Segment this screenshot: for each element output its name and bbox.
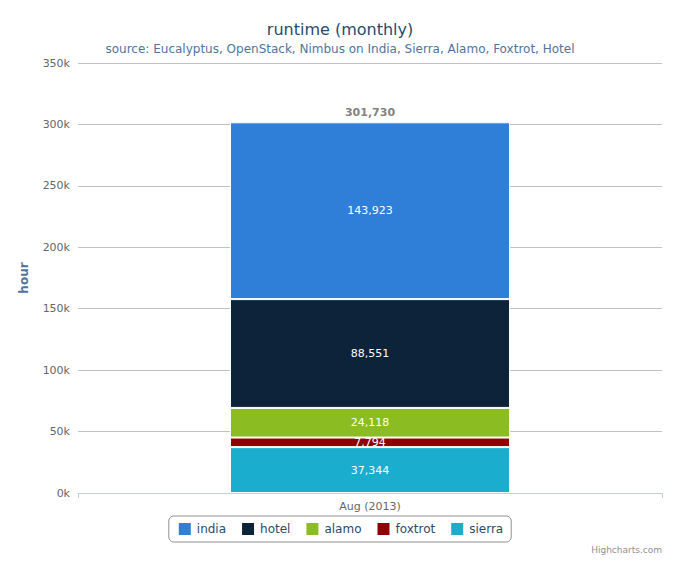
svg-text:100k: 100k [43,364,71,377]
svg-text:alamo: alamo [324,522,361,536]
svg-text:india: india [197,522,226,536]
svg-text:50k: 50k [50,425,71,438]
svg-text:Highcharts.com: Highcharts.com [591,545,662,555]
svg-text:foxtrot: foxtrot [395,522,435,536]
svg-text:301,730: 301,730 [345,106,395,119]
svg-text:37,344: 37,344 [351,464,390,477]
svg-text:88,551: 88,551 [351,347,390,360]
svg-text:Aug (2013): Aug (2013) [339,500,401,513]
svg-text:150k: 150k [43,302,71,315]
svg-text:sierra: sierra [469,522,503,536]
svg-text:250k: 250k [43,179,71,192]
svg-text:300k: 300k [43,118,71,131]
svg-text:200k: 200k [43,241,71,254]
svg-text:runtime (monthly): runtime (monthly) [267,20,413,39]
svg-text:350k: 350k [43,57,71,70]
svg-text:143,923: 143,923 [347,204,393,217]
svg-text:7,794: 7,794 [354,436,386,449]
svg-text:hour: hour [17,262,31,293]
svg-text:hotel: hotel [260,522,290,536]
svg-text:source: Eucalyptus, OpenStack,: source: Eucalyptus, OpenStack, Nimbus on… [105,42,574,56]
svg-text:0k: 0k [57,487,71,500]
svg-text:24,118: 24,118 [351,416,390,429]
